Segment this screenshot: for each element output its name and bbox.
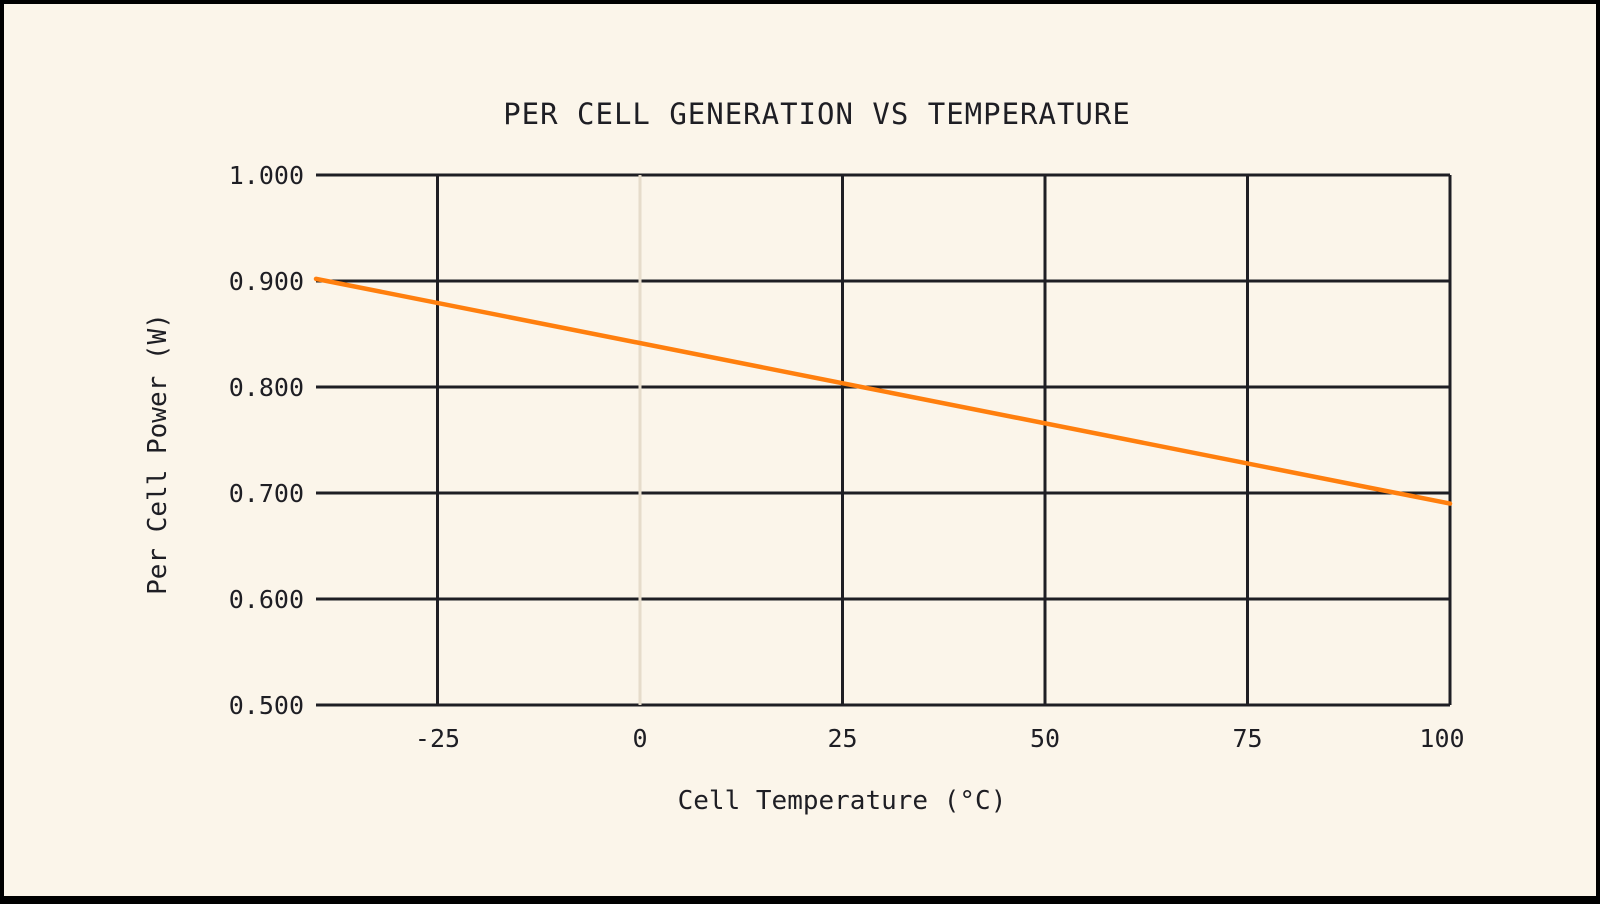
- x-tick-label: -25: [415, 724, 460, 753]
- chart-title: PER CELL GENERATION VS TEMPERATURE: [503, 97, 1131, 131]
- series-layer: [313, 276, 1453, 506]
- series-line: [313, 276, 1453, 506]
- y-tick-label: 0.800: [229, 373, 304, 402]
- grid-lines: [316, 173, 1452, 707]
- x-tick-label: 75: [1232, 724, 1262, 753]
- x-axis-label: Cell Temperature (°C): [678, 786, 1007, 816]
- y-tick-label: 0.600: [229, 585, 304, 614]
- y-axis-label: Per Cell Power (W): [143, 313, 173, 595]
- y-tick-label: 0.500: [229, 691, 304, 720]
- y-tick-label: 0.900: [229, 267, 304, 296]
- y-tick-label: 1.000: [229, 161, 304, 190]
- x-tick-label: 0: [632, 724, 647, 753]
- x-tick-label: 50: [1030, 724, 1060, 753]
- y-tick-label: 0.700: [229, 479, 304, 508]
- tick-labels: 0.500 0.600 0.700 0.800 0.900 1.000 -25 0 25 50 75…: [229, 161, 1465, 753]
- line-chart: 0.500 0.600 0.700 0.800 0.900 1.000 -25 0 25 50 75…: [143, 97, 1465, 816]
- x-tick-label: 100: [1419, 724, 1464, 753]
- x-tick-label: 25: [827, 724, 857, 753]
